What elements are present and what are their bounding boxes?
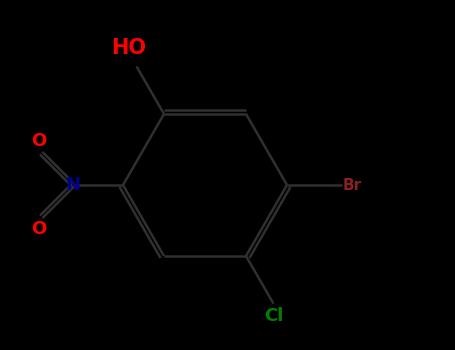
- Text: Br: Br: [343, 177, 362, 192]
- Text: HO: HO: [111, 38, 146, 58]
- Text: O: O: [31, 220, 47, 238]
- Text: O: O: [31, 132, 47, 150]
- Text: N: N: [66, 176, 81, 194]
- Text: Cl: Cl: [264, 307, 283, 325]
